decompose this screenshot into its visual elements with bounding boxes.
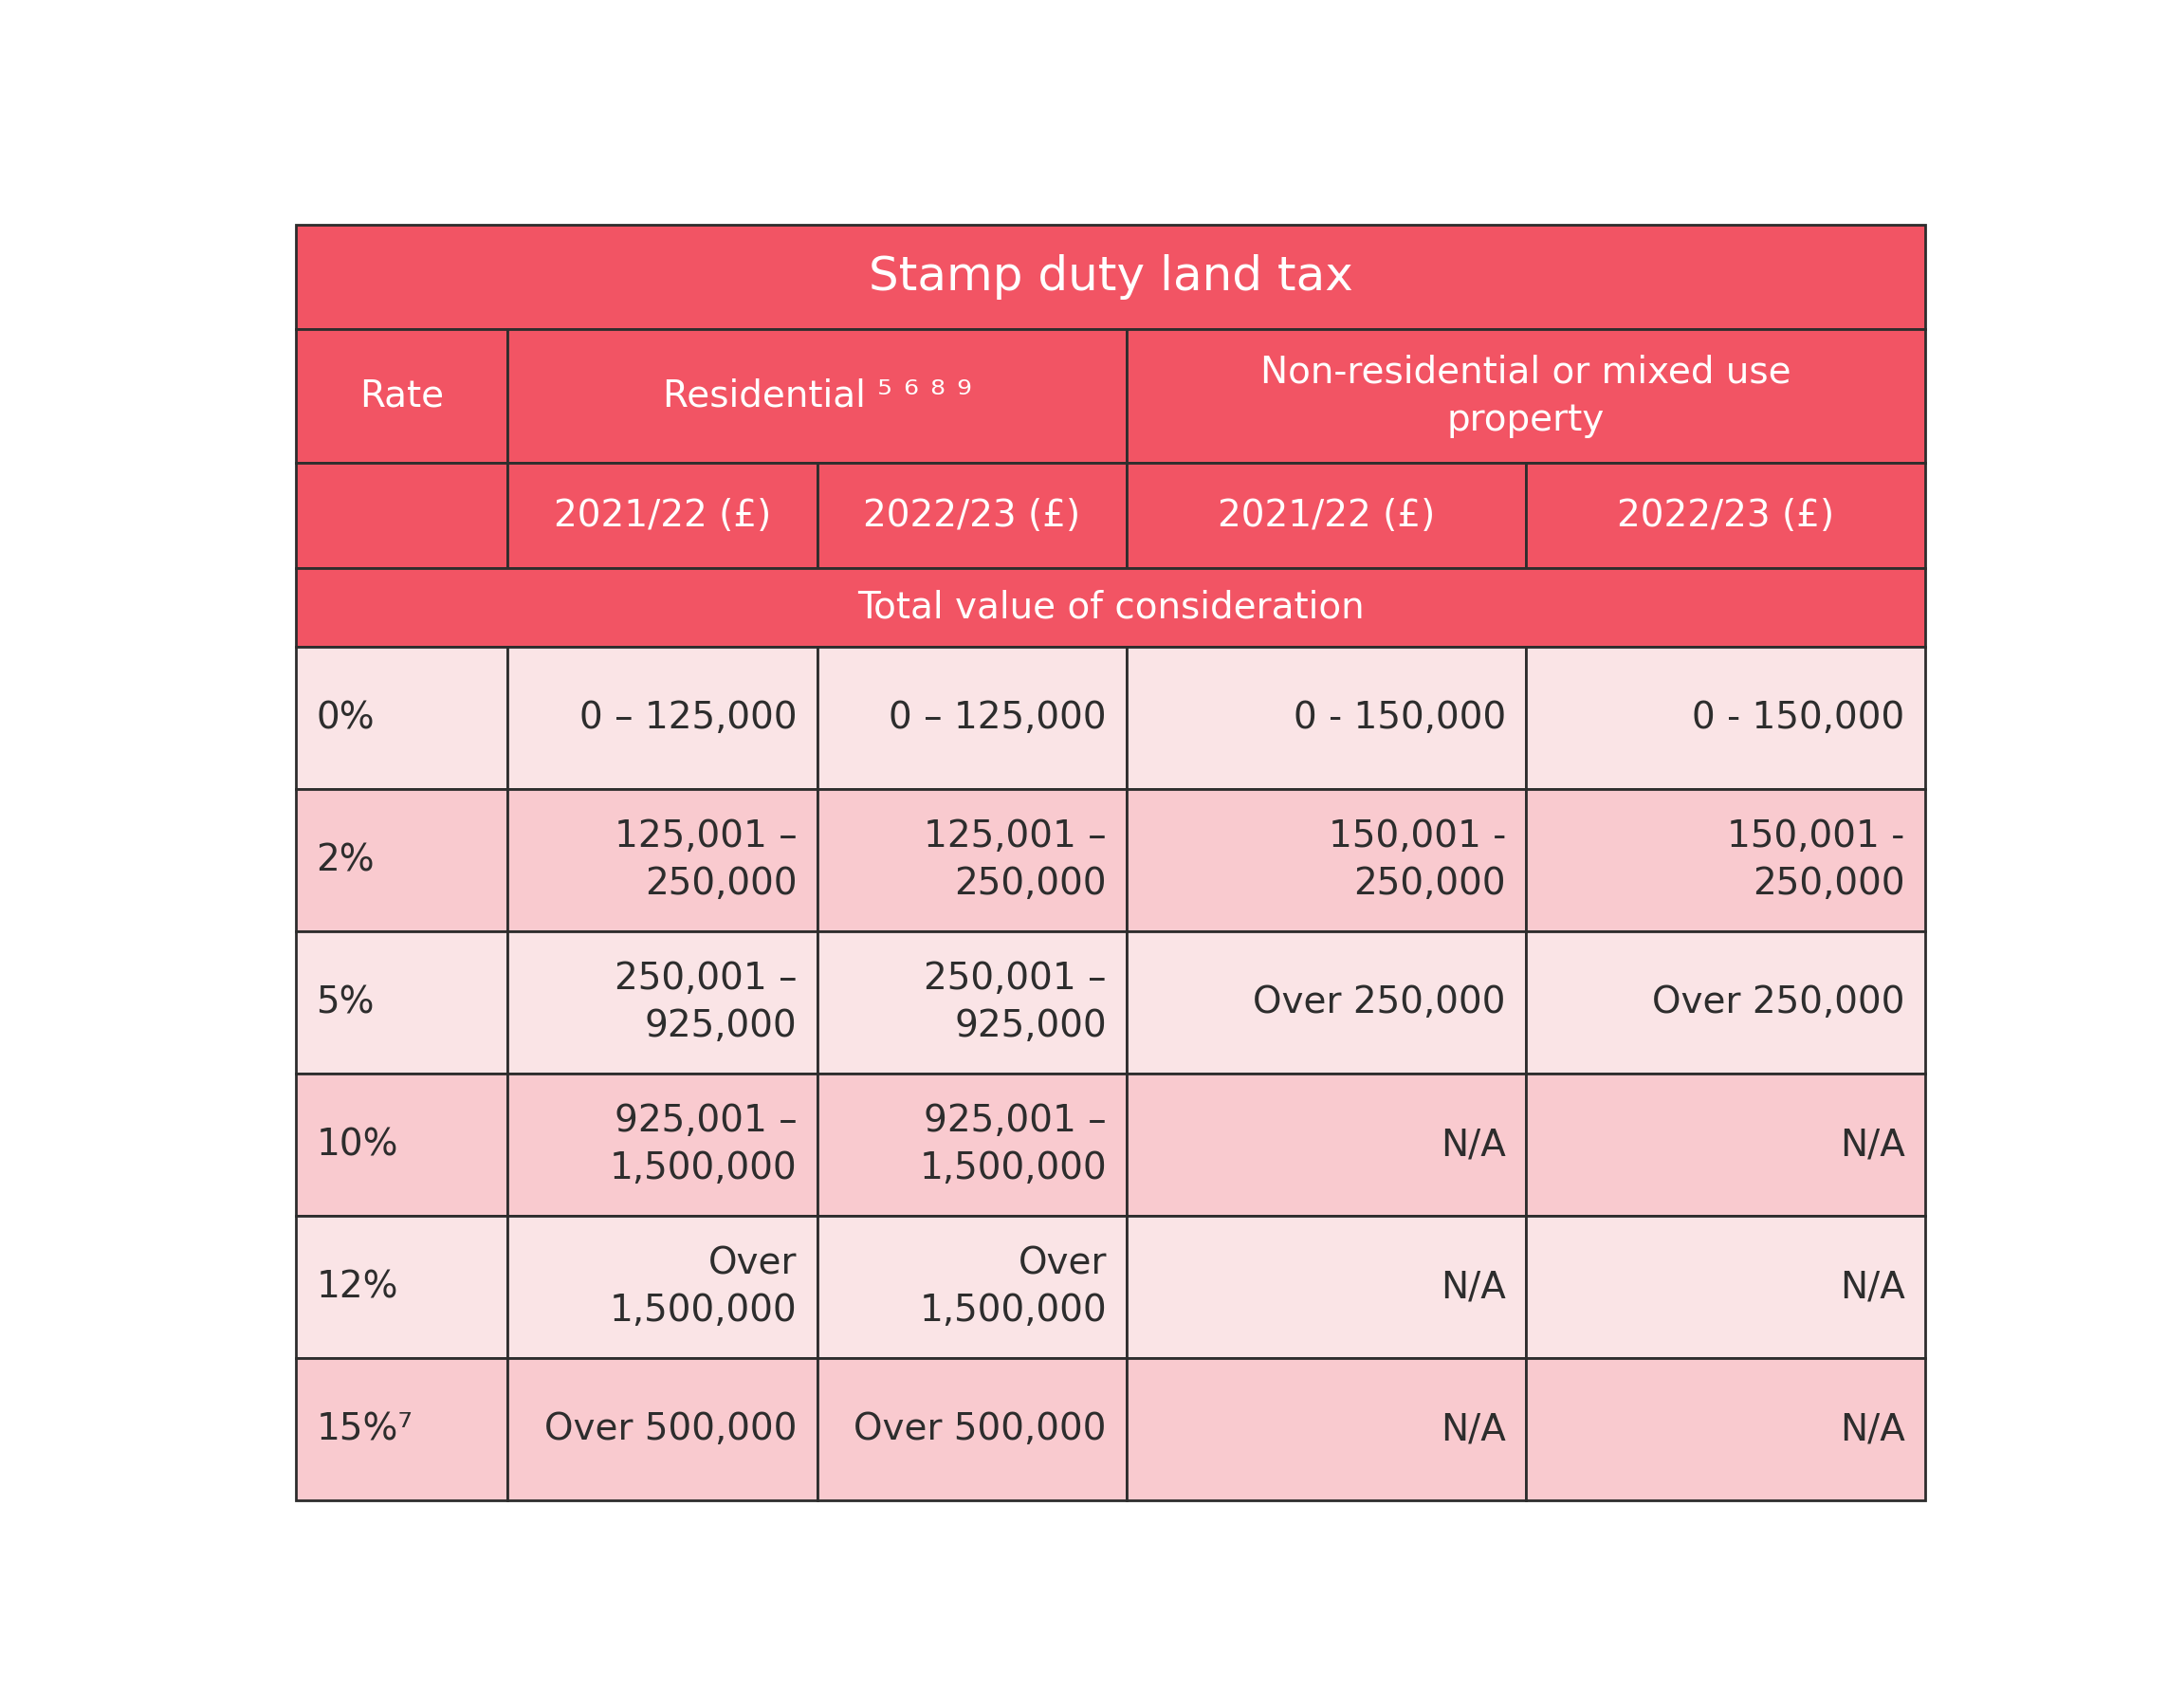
Text: Over
1,500,000: Over 1,500,000 (919, 1245, 1107, 1329)
Text: N/A: N/A (1441, 1269, 1506, 1305)
Bar (1526, 647, 1924, 789)
Bar (507, 789, 817, 931)
Text: 150,001 -
250,000: 150,001 - 250,000 (1727, 818, 1905, 902)
Bar (817, 789, 1127, 931)
Text: N/A: N/A (1441, 1127, 1506, 1163)
Bar (817, 1074, 1127, 1216)
Bar (297, 1216, 507, 1358)
Text: 250,001 –
925,000: 250,001 – 925,000 (615, 962, 797, 1044)
Bar (1526, 789, 1924, 931)
Bar (817, 1358, 1127, 1500)
Text: 2021/22 (£): 2021/22 (£) (1218, 497, 1435, 533)
Text: Over 250,000: Over 250,000 (1253, 984, 1506, 1021)
Bar (507, 931, 817, 1074)
Bar (507, 647, 817, 789)
Bar (1526, 1074, 1924, 1216)
Bar (297, 789, 507, 931)
Text: 250,001 –
925,000: 250,001 – 925,000 (923, 962, 1107, 1044)
Text: N/A: N/A (1840, 1269, 1905, 1305)
Bar (1127, 330, 1924, 463)
Bar (1526, 463, 1924, 567)
Text: 150,001 -
250,000: 150,001 - 250,000 (1328, 818, 1506, 902)
Bar (1127, 789, 1526, 931)
Bar (297, 931, 507, 1074)
Text: 925,001 –
1,500,000: 925,001 – 1,500,000 (609, 1103, 797, 1187)
Text: 12%: 12% (316, 1269, 399, 1305)
Text: N/A: N/A (1441, 1411, 1506, 1447)
Text: Over
1,500,000: Over 1,500,000 (609, 1245, 797, 1329)
Bar (507, 330, 1127, 463)
Text: 2021/22 (£): 2021/22 (£) (555, 497, 771, 533)
Bar (297, 1358, 507, 1500)
Bar (1127, 1358, 1526, 1500)
Bar (1127, 463, 1526, 567)
Text: 10%: 10% (316, 1127, 399, 1163)
Bar (507, 1216, 817, 1358)
Text: 2022/23 (£): 2022/23 (£) (862, 497, 1081, 533)
Bar (297, 225, 1924, 330)
Bar (297, 1074, 507, 1216)
Text: 0 – 125,000: 0 – 125,000 (579, 700, 797, 736)
Bar (507, 1358, 817, 1500)
Text: 0 - 150,000: 0 - 150,000 (1294, 700, 1506, 736)
Text: N/A: N/A (1840, 1127, 1905, 1163)
Bar (297, 463, 507, 567)
Text: 5%: 5% (316, 984, 375, 1021)
Text: 125,001 –
250,000: 125,001 – 250,000 (923, 818, 1107, 902)
Bar (817, 463, 1127, 567)
Text: Over 500,000: Over 500,000 (854, 1411, 1107, 1447)
Text: N/A: N/A (1840, 1411, 1905, 1447)
Bar (297, 330, 507, 463)
Text: 0 – 125,000: 0 – 125,000 (888, 700, 1107, 736)
Bar (1127, 1074, 1526, 1216)
Bar (297, 647, 507, 789)
Bar (1526, 1216, 1924, 1358)
Bar (1127, 931, 1526, 1074)
Text: Stamp duty land tax: Stamp duty land tax (869, 254, 1352, 299)
Text: 0%: 0% (316, 700, 375, 736)
Text: Non-residential or mixed use
property: Non-residential or mixed use property (1261, 355, 1792, 437)
Bar (817, 931, 1127, 1074)
Text: 2%: 2% (316, 842, 375, 878)
Text: Rate: Rate (360, 377, 444, 415)
Bar (507, 1074, 817, 1216)
Bar (507, 463, 817, 567)
Text: 925,001 –
1,500,000: 925,001 – 1,500,000 (919, 1103, 1107, 1187)
Bar (1526, 1358, 1924, 1500)
Text: 0 - 150,000: 0 - 150,000 (1692, 700, 1905, 736)
Bar (1127, 1216, 1526, 1358)
Text: Total value of consideration: Total value of consideration (858, 589, 1363, 625)
Text: Over 500,000: Over 500,000 (544, 1411, 797, 1447)
Text: 2022/23 (£): 2022/23 (£) (1617, 497, 1833, 533)
Bar (297, 567, 1924, 647)
Bar (817, 647, 1127, 789)
Text: Residential ⁵ ⁶ ⁸ ⁹: Residential ⁵ ⁶ ⁸ ⁹ (663, 377, 971, 415)
Text: 15%⁷: 15%⁷ (316, 1411, 414, 1447)
Text: Over 250,000: Over 250,000 (1651, 984, 1905, 1021)
Bar (817, 1216, 1127, 1358)
Bar (1127, 647, 1526, 789)
Bar (1526, 931, 1924, 1074)
Text: 125,001 –
250,000: 125,001 – 250,000 (615, 818, 797, 902)
